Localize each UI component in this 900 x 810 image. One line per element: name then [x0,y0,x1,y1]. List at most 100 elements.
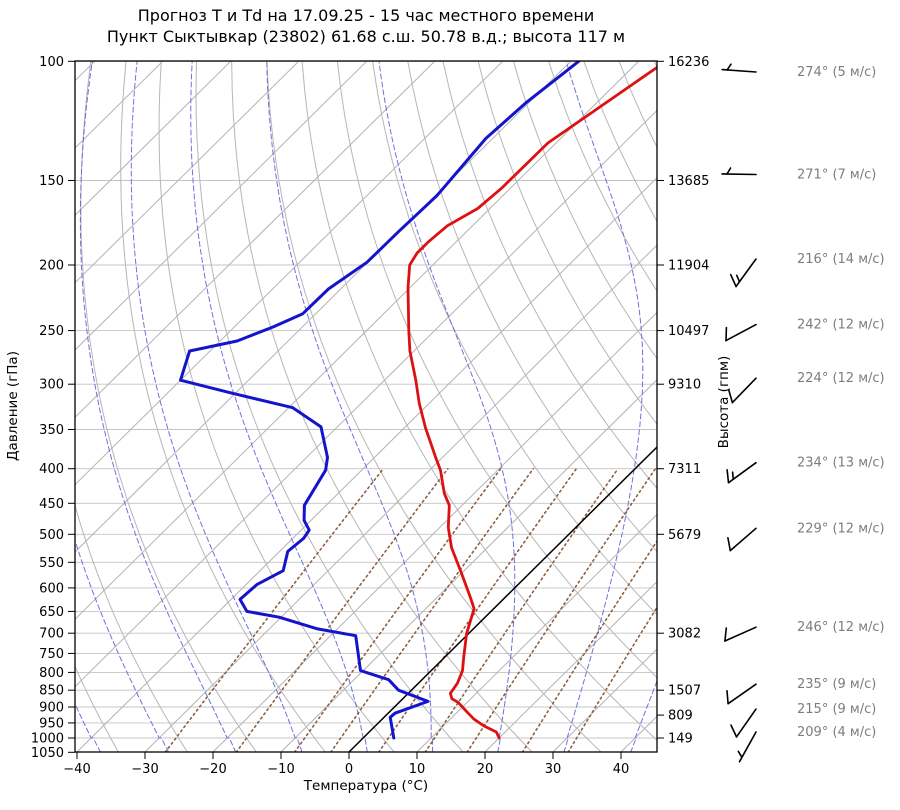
isotherm [0,61,435,752]
wind-barb [731,259,756,287]
plot-background [0,61,900,752]
wind-label: 246° (12 м/с) [797,620,885,635]
dry-adiabat [408,61,877,752]
isotherm [621,61,900,752]
pressure-tick-label: 700 [39,627,64,642]
isotherm [0,61,231,752]
wind-label: 271° (7 м/с) [797,168,876,183]
temp-tick-label: 0 [345,762,353,777]
pressure-tick-label: 1050 [31,746,64,761]
height-tick-label: 9310 [668,378,701,393]
mixing-ratio-line [165,469,383,753]
wind-label: 209° (4 м/с) [797,725,876,740]
temp-tick-label: 30 [545,762,562,777]
pressure-tick-label: 450 [39,497,64,512]
height-tick-label: 5679 [668,528,701,543]
bottom-axis: −40 −30 −20 −10 0 10 20 30 40 [63,752,629,777]
pressure-tick-label: 200 [39,259,64,274]
dry-adiabat [866,61,900,752]
height-tick-label: 809 [668,709,693,724]
temp-tick-label: −30 [131,762,158,777]
plot-border [75,61,657,752]
zero-isotherm-line [349,61,900,752]
wind-label: 274° (5 м/с) [797,65,876,80]
pressure-tick-label: 100 [39,55,64,70]
mixing-ratio-line [331,469,534,753]
pressure-tick-label: 250 [39,324,64,339]
temp-tick-label: 40 [613,762,630,777]
dry-adiabat [478,61,900,752]
moist-adiabat [631,61,854,752]
moist-adiabat [80,61,235,752]
wind-label: 242° (12 м/с) [797,318,885,333]
dry-adiabat [121,61,326,752]
zero-isotherm [349,61,900,752]
dry-adiabat [795,61,900,752]
temperature-curve [408,61,666,738]
right-axis-title: Высота (гпм) [716,356,732,449]
wind-barb [729,378,756,402]
isotherm [417,61,900,752]
chart-title: Прогноз Т и Td на 17.09.25 - 15 час мест… [138,6,594,25]
pressure-tick-label: 150 [39,174,64,189]
pressure-tick-label: 800 [39,666,64,681]
wind-barb [738,732,756,762]
wind-label: 229° (12 м/с) [797,521,885,536]
pressure-tick-label: 550 [39,556,64,571]
chart-subtitle: Пункт Сыктывкар (23802) 61.68 с.ш. 50.78… [107,27,625,46]
isotherm [0,61,639,752]
pressure-tick-label: 500 [39,528,64,543]
wind-labels: 274° (5 м/с) 271° (7 м/с) 216° (14 м/с) 242… [797,65,885,740]
height-tick-label: 149 [668,732,693,747]
isotherm [485,61,900,752]
temp-tick-label: −40 [63,762,90,777]
height-tick-label: 1507 [668,684,701,699]
bottom-axis-title: Температура (°C) [303,778,428,794]
dry-adiabat [514,61,900,752]
wind-barb [731,709,756,737]
height-tick-label: 7311 [668,462,701,477]
wind-barb [727,684,756,704]
dry-adiabat [654,61,900,752]
mixing-ratio-line [236,469,448,753]
dry-adiabat [619,61,900,752]
pressure-tick-label: 600 [39,581,64,596]
isotherm [77,61,775,752]
temp-tick-label: −20 [199,762,226,777]
wind-barb [722,64,756,72]
height-tick-label: 10497 [668,324,709,339]
temp-tick-label: 20 [477,762,494,777]
height-tick-label: 3082 [668,627,701,642]
temp-tick-label: 10 [409,762,426,777]
height-tick-label: 16236 [668,55,709,70]
wind-barb [722,168,756,175]
height-tick-label: 11904 [668,259,709,274]
left-axis-title: Давление (гПа) [5,351,21,461]
wind-label: 216° (14 м/с) [797,252,885,267]
temp-tick-label: −10 [267,762,294,777]
wind-label: 224° (12 м/с) [797,371,885,386]
pressure-tick-label: 950 [39,716,64,731]
pressure-tick-label: 1000 [31,732,64,747]
pressure-tick-label: 750 [39,647,64,662]
pressure-tick-label: 350 [39,423,64,438]
left-axis: 1001502002503003504004505005506006507007… [31,55,75,761]
pressure-tick-label: 900 [39,701,64,716]
pressure-gridlines [75,61,657,752]
dewpoint-curve [181,61,579,738]
wind-barb [727,463,756,483]
dry-adiabat [81,61,257,752]
height-tick-label: 13685 [668,174,709,189]
wind-barb [728,528,756,550]
pressure-tick-label: 850 [39,684,64,699]
wind-label: 215° (9 м/с) [797,702,876,717]
wind-label: 235° (9 м/с) [797,677,876,692]
dry-adiabat [760,61,900,752]
dry-adiabat [373,61,808,752]
dry-adiabat [831,61,900,752]
pressure-tick-label: 650 [39,605,64,620]
pressure-tick-label: 400 [39,462,64,477]
wind-label: 234° (13 м/с) [797,456,885,471]
